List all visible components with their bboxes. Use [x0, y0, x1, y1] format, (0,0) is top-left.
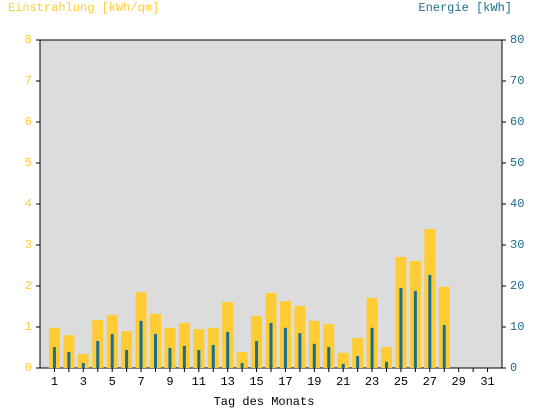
y2-tick-label: 10 — [510, 320, 524, 334]
bar — [182, 345, 186, 368]
bar — [154, 333, 157, 368]
bar — [352, 338, 364, 368]
bar — [255, 340, 259, 368]
bar — [110, 333, 114, 368]
x-tick-label: 1 — [51, 375, 58, 389]
y2-tick-label: 30 — [510, 238, 524, 252]
bar — [327, 347, 331, 368]
y2-tick-label: 60 — [510, 115, 524, 129]
bar — [356, 356, 360, 368]
bar — [96, 340, 100, 368]
x-tick-label: 9 — [166, 375, 173, 389]
y-tick-label: 8 — [25, 33, 32, 47]
bar — [341, 363, 345, 368]
x-tick-label: 7 — [137, 375, 144, 389]
bar — [298, 333, 302, 368]
y-tick-label: 4 — [25, 197, 32, 211]
y-tick-label: 1 — [25, 320, 32, 334]
bar — [67, 352, 71, 368]
bar — [240, 363, 244, 368]
bar — [269, 322, 273, 368]
bar — [442, 324, 446, 368]
bar — [312, 343, 316, 368]
bar — [193, 329, 205, 368]
y-tick-label: 0 — [25, 361, 32, 375]
bar — [370, 327, 374, 368]
bar — [178, 322, 190, 368]
x-tick-label: 23 — [365, 375, 379, 389]
x-tick-label: 29 — [451, 375, 465, 389]
x-tick-label: 13 — [220, 375, 234, 389]
y2-tick-label: 70 — [510, 74, 524, 88]
bar — [413, 290, 417, 368]
bar — [125, 349, 129, 368]
x-tick-label: 15 — [249, 375, 263, 389]
y2-tick-label: 40 — [510, 197, 524, 211]
x-tick-label: 31 — [480, 375, 494, 389]
y-axis-title: Einstrahlung [kWh/qm] — [8, 1, 159, 15]
y-tick-label: 6 — [25, 115, 32, 129]
bar — [226, 331, 230, 368]
bar — [323, 324, 335, 368]
y2-tick-label: 0 — [510, 361, 517, 375]
bar — [77, 354, 89, 368]
bar — [81, 363, 85, 368]
x-tick-label: 5 — [109, 375, 116, 389]
bar — [236, 352, 248, 368]
y2-axis-title: Energie [kWh] — [418, 1, 512, 15]
bar — [168, 347, 172, 368]
bar — [197, 349, 201, 368]
y2-tick-label: 80 — [510, 33, 524, 47]
bar — [63, 335, 75, 368]
x-tick-label: 21 — [336, 375, 350, 389]
bar — [337, 352, 349, 368]
y-tick-label: 3 — [25, 238, 32, 252]
y2-tick-label: 20 — [510, 279, 524, 293]
bar — [52, 347, 56, 368]
y-tick-label: 2 — [25, 279, 32, 293]
bar — [139, 320, 143, 368]
bar — [211, 345, 215, 368]
bar — [428, 274, 432, 368]
bar — [399, 288, 403, 368]
x-tick-label: 17 — [278, 375, 292, 389]
x-tick-label: 19 — [307, 375, 321, 389]
bar — [385, 361, 388, 368]
y-tick-label: 5 — [25, 156, 32, 170]
x-tick-label: 27 — [423, 375, 437, 389]
bar — [121, 331, 133, 368]
x-axis-title: Tag des Monats — [214, 395, 315, 408]
x-tick-label: 11 — [192, 375, 206, 389]
x-tick-label: 25 — [394, 375, 408, 389]
y-tick-label: 7 — [25, 74, 32, 88]
y2-tick-label: 50 — [510, 156, 524, 170]
x-tick-label: 3 — [80, 375, 87, 389]
bar — [381, 347, 392, 368]
bar — [283, 327, 287, 368]
